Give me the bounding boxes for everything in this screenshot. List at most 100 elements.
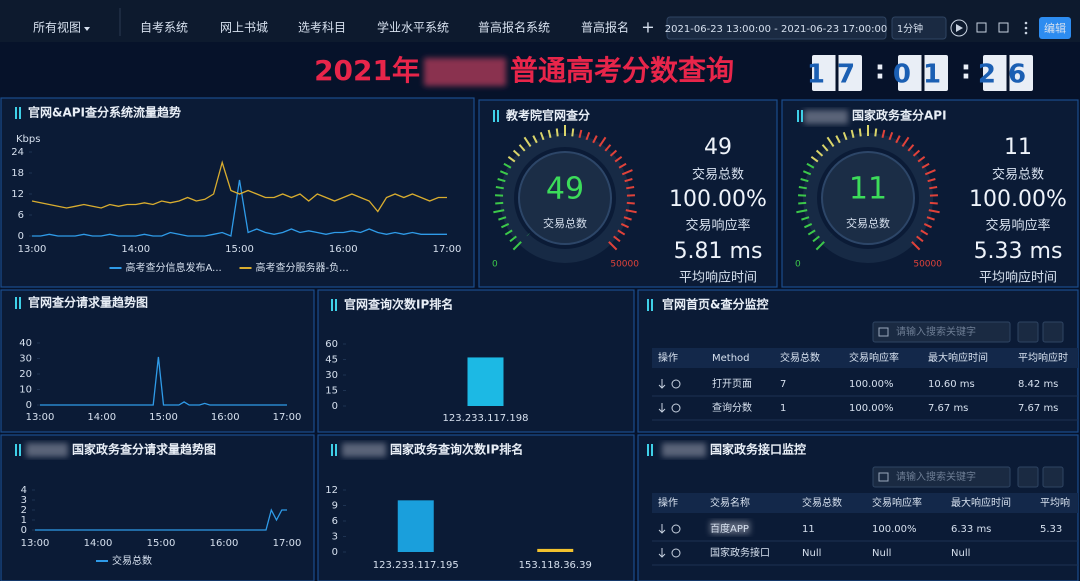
nav-tab[interactable]: 普高报名	[581, 20, 629, 35]
edit-label[interactable]: 编辑	[1044, 21, 1066, 35]
y-tick-label: 15	[325, 386, 338, 397]
gauge-scale	[625, 209, 637, 214]
gauge-scale	[539, 131, 545, 141]
table-tool[interactable]	[1017, 321, 1039, 343]
detail-icon[interactable]	[671, 548, 681, 558]
edit-button[interactable]	[1039, 17, 1071, 39]
column-header: 交易响应率	[849, 351, 899, 364]
panel-title: 国家政务查分API	[852, 108, 947, 123]
y-tick-label: 18	[11, 168, 24, 179]
detail-icon[interactable]	[671, 379, 681, 389]
x-tick-label: 14:00	[121, 244, 150, 255]
panel-title: 国家政务查询次数IP排名	[390, 442, 523, 457]
gauge-label: 交易总数	[846, 216, 890, 230]
panel-title: 教考院官网查分	[505, 108, 590, 123]
time-range-box[interactable]	[666, 16, 887, 40]
title-mark	[15, 107, 17, 119]
time-range[interactable]: 2021-06-23 13:00:00 - 2021-06-23 17:00:0…	[665, 24, 887, 35]
search-box[interactable]	[872, 466, 1011, 488]
gauge-scale	[806, 162, 815, 169]
gauge-scale	[927, 178, 936, 183]
column-header: 交易名称	[710, 496, 750, 509]
x-tick-label: 15:00	[149, 412, 178, 423]
nav-tab[interactable]: 所有视图	[33, 20, 81, 35]
title-mark	[19, 297, 21, 309]
stat-label: 平均响应时间	[979, 270, 1057, 286]
y-tick-label: 12	[325, 485, 338, 496]
panel-title: 国家政务查分请求量趋势图	[72, 442, 216, 457]
title-mark	[335, 299, 337, 311]
title-mark	[651, 444, 653, 456]
y-tick-label: 30	[19, 354, 32, 365]
x-tick-label: 13:00	[18, 244, 47, 255]
title-mark	[331, 299, 333, 311]
stat-value: 5.33 ms	[974, 239, 1063, 264]
redacted	[424, 58, 506, 86]
interval-box[interactable]	[891, 16, 947, 40]
gauge-scale	[916, 235, 924, 243]
interval[interactable]: 1分钟	[897, 22, 923, 35]
y-tick-label: 0	[26, 400, 32, 411]
table-tool[interactable]	[1017, 466, 1039, 488]
legend-label: 高考查分服务器-负...	[256, 261, 349, 274]
table-cell: 国家政务接口	[710, 546, 770, 559]
table-tool[interactable]	[1042, 321, 1064, 343]
panel-title: 官网查询次数IP排名	[344, 297, 453, 312]
x-tick-label: 17:00	[433, 244, 462, 255]
line-series	[31, 160, 447, 213]
gauge-scale	[571, 128, 575, 137]
clock-digits: 26	[978, 60, 1038, 90]
table-cell: 100.00%	[849, 379, 894, 390]
detail-icon[interactable]	[671, 524, 681, 534]
add-tab[interactable]: +	[641, 18, 654, 37]
legend-label: 交易总数	[112, 554, 152, 567]
title-mark	[797, 110, 799, 122]
gauge-scale	[624, 178, 633, 183]
column-header: 操作	[658, 496, 678, 509]
nav-tab[interactable]: 自考系统	[140, 21, 188, 35]
play-icon[interactable]	[950, 19, 968, 37]
panel	[0, 434, 315, 581]
x-tick-label: 16:00	[210, 538, 239, 549]
cube-icon[interactable]	[998, 22, 1009, 33]
nav-tab[interactable]: 学业水平系统	[377, 20, 449, 35]
x-tick-label: 16:00	[211, 412, 240, 423]
gauge-scale	[620, 223, 629, 229]
column-header: 平均响应时	[1018, 351, 1068, 364]
gauge-scale	[888, 131, 894, 141]
table-tool[interactable]	[1042, 466, 1064, 488]
gauge-scale	[842, 131, 848, 141]
gauge-scale	[858, 128, 862, 137]
stat-label: 交易总数	[992, 167, 1044, 183]
fullscreen-icon[interactable]	[976, 22, 987, 33]
title-mark	[15, 444, 17, 456]
gauge-scale	[512, 149, 521, 157]
gauge-scale	[807, 229, 816, 236]
table-cell: Null	[802, 548, 821, 559]
more-icon[interactable]	[1024, 21, 1028, 25]
panel-title: 官网&API查分系统流量趋势	[28, 105, 181, 120]
gauge-value: 11	[849, 172, 887, 207]
nav-tab[interactable]: 普高报名系统	[478, 20, 550, 35]
clock-separator: :	[961, 56, 971, 86]
clock-separator: :	[875, 56, 885, 86]
gauge-scale	[800, 178, 809, 183]
gauge-scale	[895, 135, 901, 144]
search-box[interactable]	[872, 321, 1011, 343]
nav-tab[interactable]: 选考科目	[298, 21, 346, 35]
gauge-scale	[798, 186, 807, 190]
y-tick-label: 9	[332, 501, 338, 512]
nav-tab[interactable]: 网上书城	[220, 21, 268, 35]
table-cell: 百度APP	[710, 522, 749, 535]
table-cell: 100.00%	[849, 403, 894, 414]
y-tick-label: 3	[21, 495, 27, 506]
gauge-scale	[920, 229, 929, 236]
stat-value: 11	[1004, 135, 1032, 160]
line-series	[32, 179, 447, 237]
gauge-scale	[815, 149, 824, 157]
gauge-scale	[614, 156, 623, 163]
detail-icon[interactable]	[671, 403, 681, 413]
more-icon	[1024, 26, 1028, 30]
gauge-scale	[921, 162, 930, 169]
